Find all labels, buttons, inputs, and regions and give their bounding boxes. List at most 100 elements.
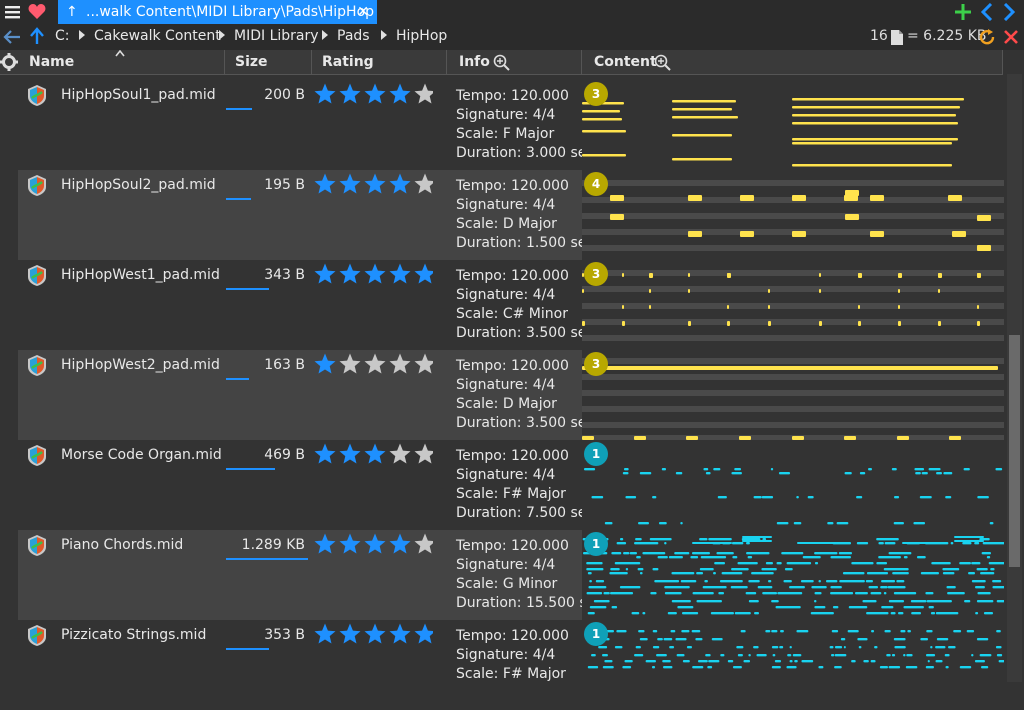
star-icon[interactable] <box>414 173 434 194</box>
table-row[interactable]: Piano Chords.mid 1.289 KB Tempo: 120.000 Si… <box>18 530 1004 620</box>
midi-note <box>672 158 732 161</box>
star-icon[interactable] <box>364 263 386 284</box>
star-icon[interactable] <box>389 263 411 284</box>
rating-stars[interactable] <box>313 532 433 556</box>
table-row[interactable]: Morse Code Organ.mid 469 B Tempo: 120.000 S… <box>18 440 1004 530</box>
rating-stars[interactable] <box>313 172 433 196</box>
breadcrumb-pads[interactable]: Pads <box>337 28 370 44</box>
breadcrumb-hiphop[interactable]: HipHop <box>396 28 448 44</box>
star-icon[interactable] <box>314 263 336 284</box>
star-icon[interactable] <box>314 623 336 644</box>
table-row[interactable]: Pizzicato Strings.mid 353 B Tempo: 120.000… <box>18 620 1004 710</box>
star-icon[interactable] <box>389 353 411 374</box>
star-icon[interactable] <box>314 443 336 464</box>
breadcrumb-separator-icon <box>79 30 85 40</box>
zoom-icon[interactable] <box>493 54 510 71</box>
star-icon[interactable] <box>339 533 361 554</box>
star-icon[interactable] <box>414 353 434 374</box>
piano-roll-lane <box>582 180 1004 186</box>
star-icon[interactable] <box>314 533 336 554</box>
star-icon[interactable] <box>314 83 336 104</box>
midi-note <box>844 195 858 201</box>
midi-note <box>740 630 746 633</box>
star-icon[interactable] <box>414 263 434 284</box>
star-icon[interactable] <box>339 263 361 284</box>
midi-note <box>881 580 896 583</box>
rating-stars[interactable] <box>313 82 433 106</box>
column-name[interactable]: Name <box>29 54 75 70</box>
table-row[interactable]: HipHopSoul2_pad.mid 195 B Tempo: 120.000 Si… <box>18 170 1004 260</box>
midi-note <box>672 134 732 137</box>
column-info[interactable]: Info <box>459 54 490 70</box>
midi-note <box>657 638 663 641</box>
midi-note <box>642 552 666 555</box>
star-icon[interactable] <box>364 353 386 374</box>
file-size: 200 B <box>264 87 305 103</box>
star-icon[interactable] <box>414 623 434 644</box>
info-tempo: Tempo: 120.000 <box>456 628 569 644</box>
heart-icon[interactable] <box>28 3 46 20</box>
close-tab-icon[interactable]: ✕ <box>357 4 369 20</box>
star-icon[interactable] <box>339 623 361 644</box>
rating-stars[interactable] <box>313 262 433 286</box>
star-icon[interactable] <box>339 443 361 464</box>
rating-stars[interactable] <box>313 442 433 466</box>
close-icon[interactable] <box>1003 29 1019 45</box>
star-icon[interactable] <box>414 83 434 104</box>
star-icon[interactable] <box>389 443 411 464</box>
star-icon[interactable] <box>389 83 411 104</box>
scrollbar-thumb[interactable] <box>1009 335 1020 567</box>
midi-note <box>800 580 814 583</box>
star-icon[interactable] <box>339 353 361 374</box>
chevron-left-icon[interactable] <box>981 3 993 21</box>
star-icon[interactable] <box>339 173 361 194</box>
midi-note <box>629 552 637 555</box>
tab-hiphop[interactable]: ↑ ...walk Content\MIDI Library\Pads\HipH… <box>58 0 377 24</box>
star-icon[interactable] <box>314 353 336 374</box>
menu-icon[interactable] <box>5 5 21 19</box>
star-icon[interactable] <box>389 533 411 554</box>
column-rating[interactable]: Rating <box>322 54 374 70</box>
table-row[interactable]: HipHopSoul1_pad.mid 200 B Tempo: 120.000 Si… <box>18 80 1004 170</box>
star-icon[interactable] <box>364 533 386 554</box>
breadcrumb-drive[interactable]: C: <box>55 28 70 44</box>
star-icon[interactable] <box>339 83 361 104</box>
table-row[interactable]: HipHopWest1_pad.mid 343 B Tempo: 120.000 Si… <box>18 260 1004 350</box>
midi-note <box>707 666 713 669</box>
star-icon[interactable] <box>414 533 434 554</box>
midi-note <box>925 592 934 595</box>
breadcrumb-cakewalk-content[interactable]: Cakewalk Content <box>94 28 221 44</box>
midi-note <box>771 630 778 633</box>
rating-stars[interactable] <box>313 622 433 646</box>
midi-note <box>930 612 936 615</box>
zoom-icon[interactable] <box>654 54 671 71</box>
file-name: HipHopWest1_pad.mid <box>61 267 220 283</box>
refresh-icon[interactable] <box>978 28 996 46</box>
midi-note <box>664 592 682 595</box>
gear-icon[interactable] <box>0 53 18 71</box>
midi-file-icon <box>28 445 46 466</box>
info-scale: Scale: F Major <box>456 126 555 142</box>
star-icon[interactable] <box>389 173 411 194</box>
star-icon[interactable] <box>364 173 386 194</box>
table-row[interactable]: HipHopWest2_pad.mid 163 B Tempo: 120.000 Si… <box>18 350 1004 440</box>
midi-note <box>896 580 905 583</box>
star-icon[interactable] <box>364 623 386 644</box>
star-icon[interactable] <box>314 173 336 194</box>
star-icon[interactable] <box>414 443 434 464</box>
breadcrumb-midi-library[interactable]: MIDI Library <box>234 28 319 44</box>
chevron-right-icon[interactable] <box>1003 3 1015 21</box>
star-icon[interactable] <box>364 443 386 464</box>
star-icon[interactable] <box>364 83 386 104</box>
column-content[interactable]: Content <box>594 54 657 70</box>
midi-note <box>979 654 992 657</box>
plus-icon[interactable] <box>955 4 971 20</box>
star-icon[interactable] <box>389 623 411 644</box>
midi-note <box>810 612 834 615</box>
midi-note <box>874 646 878 649</box>
up-folder-icon[interactable] <box>29 27 45 45</box>
column-size[interactable]: Size <box>235 54 268 70</box>
file-info: Tempo: 120.000 Signature: 4/4 Scale: C# Mi… <box>456 267 594 343</box>
rating-stars[interactable] <box>313 352 433 376</box>
back-arrow-icon[interactable] <box>3 29 21 45</box>
